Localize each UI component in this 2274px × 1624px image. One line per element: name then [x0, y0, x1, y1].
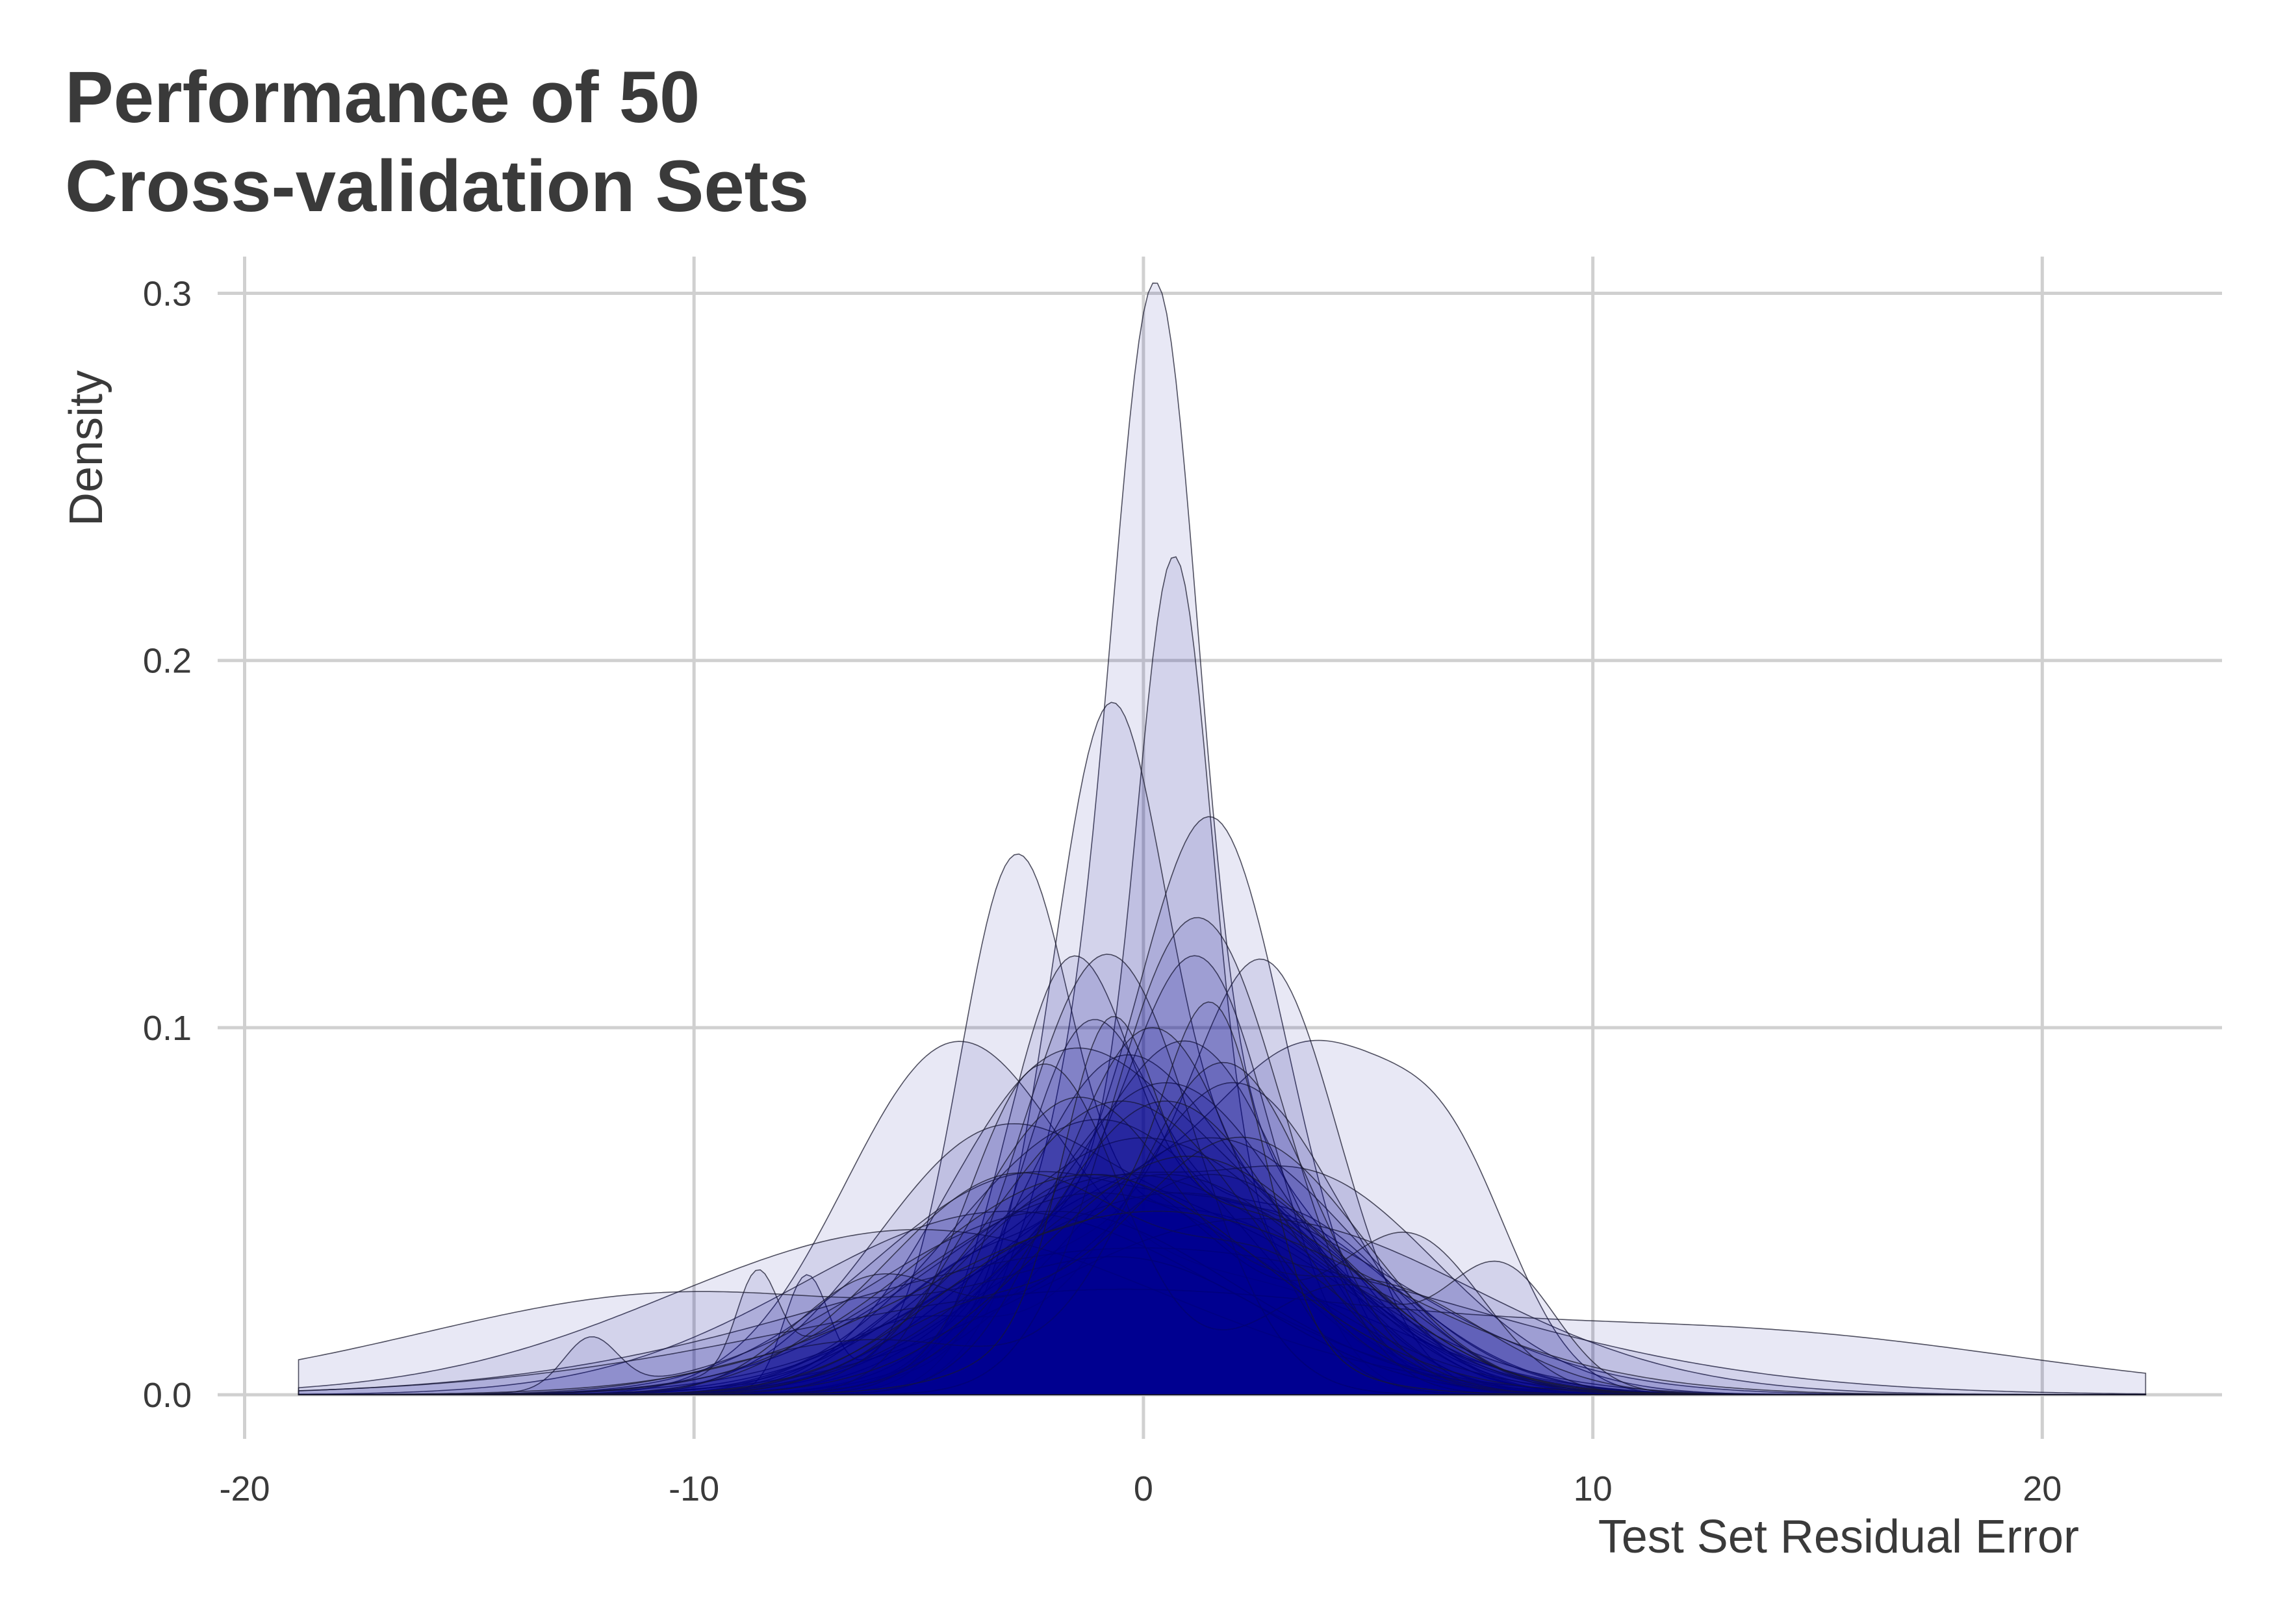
x-tick-label: 10	[1574, 1469, 1613, 1508]
density-curve-28	[298, 1247, 2147, 1395]
density-curve-48	[298, 1210, 2146, 1395]
x-axis-ticks: -20 -10 0 10 20	[219, 1469, 2062, 1508]
y-tick-label: 0.2	[143, 642, 192, 681]
x-tick-label: 0	[1134, 1469, 1153, 1508]
density-curve-31	[298, 1288, 2147, 1395]
y-axis-label: Density	[60, 370, 112, 526]
y-axis-ticks: 0.0 0.1 0.2 0.3	[143, 275, 192, 1415]
density-curves	[298, 282, 2147, 1395]
chart-title-line-2: Cross-validation Sets	[65, 146, 809, 227]
y-tick-label: 0.0	[143, 1376, 192, 1415]
density-curve-50	[298, 1001, 2146, 1395]
y-tick-label: 0.1	[143, 1009, 192, 1048]
x-tick-label: 20	[2023, 1469, 2062, 1508]
chart-title-line-1: Performance of 50	[65, 57, 700, 138]
x-axis-label: Test Set Residual Error	[1598, 1511, 2079, 1563]
y-tick-label: 0.3	[143, 275, 192, 314]
x-tick-label: -20	[219, 1469, 270, 1508]
x-tick-label: -10	[669, 1469, 719, 1508]
